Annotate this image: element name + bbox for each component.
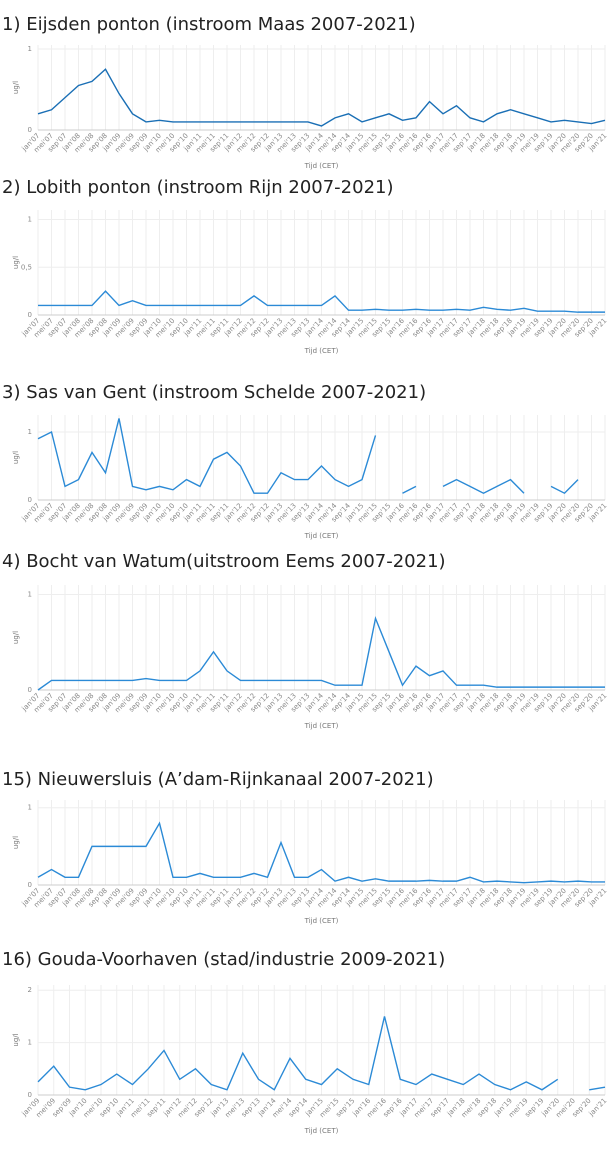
x-axis-label: Tijd (CET): [304, 347, 339, 355]
x-axis-label: Tijd (CET): [304, 162, 339, 170]
data-line: [442, 478, 525, 494]
chart-title: 2) Lobith ponton (instroom Rijn 2007-202…: [2, 177, 394, 198]
data-line: [37, 1016, 559, 1091]
y-tick-label: 1: [28, 428, 32, 436]
y-axis-label: ug/l: [12, 631, 20, 644]
y-tick-label: 1: [28, 804, 32, 812]
chart-title: 15) Nieuwersluis (A’dam-Rijnkanaal 2007-…: [2, 769, 434, 790]
chart-title: 3) Sas van Gent (instroom Schelde 2007-2…: [2, 382, 426, 403]
x-axis-label: Tijd (CET): [304, 722, 339, 730]
data-line: [589, 1086, 606, 1091]
y-tick-label: 0: [28, 881, 32, 889]
y-tick-label: 0,5: [21, 263, 32, 271]
data-line: [37, 821, 605, 884]
y-tick-label: 0: [28, 311, 32, 319]
data-line: [37, 615, 605, 691]
data-line: [37, 418, 377, 494]
chart-title: 1) Eijsden ponton (instroom Maas 2007-20…: [2, 14, 416, 35]
y-tick-label: 0: [28, 496, 32, 504]
data-line: [37, 68, 606, 127]
y-tick-label: 0: [28, 686, 32, 694]
y-axis-label: ug/l: [12, 256, 20, 269]
y-axis-label: ug/l: [12, 81, 20, 94]
y-axis-label: ug/l: [12, 1033, 20, 1046]
data-line: [550, 479, 579, 495]
y-tick-label: 0: [28, 126, 32, 134]
chart-title: 4) Bocht van Watum(uitstroom Eems 2007-2…: [2, 551, 446, 572]
y-tick-label: 1: [28, 45, 32, 53]
x-axis-label: Tijd (CET): [304, 917, 339, 925]
x-axis-label: Tijd (CET): [304, 1127, 339, 1135]
y-tick-label: 2: [28, 986, 32, 994]
data-line: [38, 290, 605, 313]
x-axis-label: Tijd (CET): [304, 532, 339, 540]
data-line: [402, 485, 417, 494]
chart-title: 16) Gouda-Voorhaven (stad/industrie 2009…: [2, 949, 445, 970]
y-tick-label: 0: [28, 1091, 32, 1099]
y-tick-label: 1: [28, 216, 32, 224]
y-tick-label: 1: [28, 1039, 32, 1047]
y-axis-label: ug/l: [12, 836, 20, 849]
y-tick-label: 1: [28, 591, 32, 599]
y-axis-label: ug/l: [12, 451, 20, 464]
